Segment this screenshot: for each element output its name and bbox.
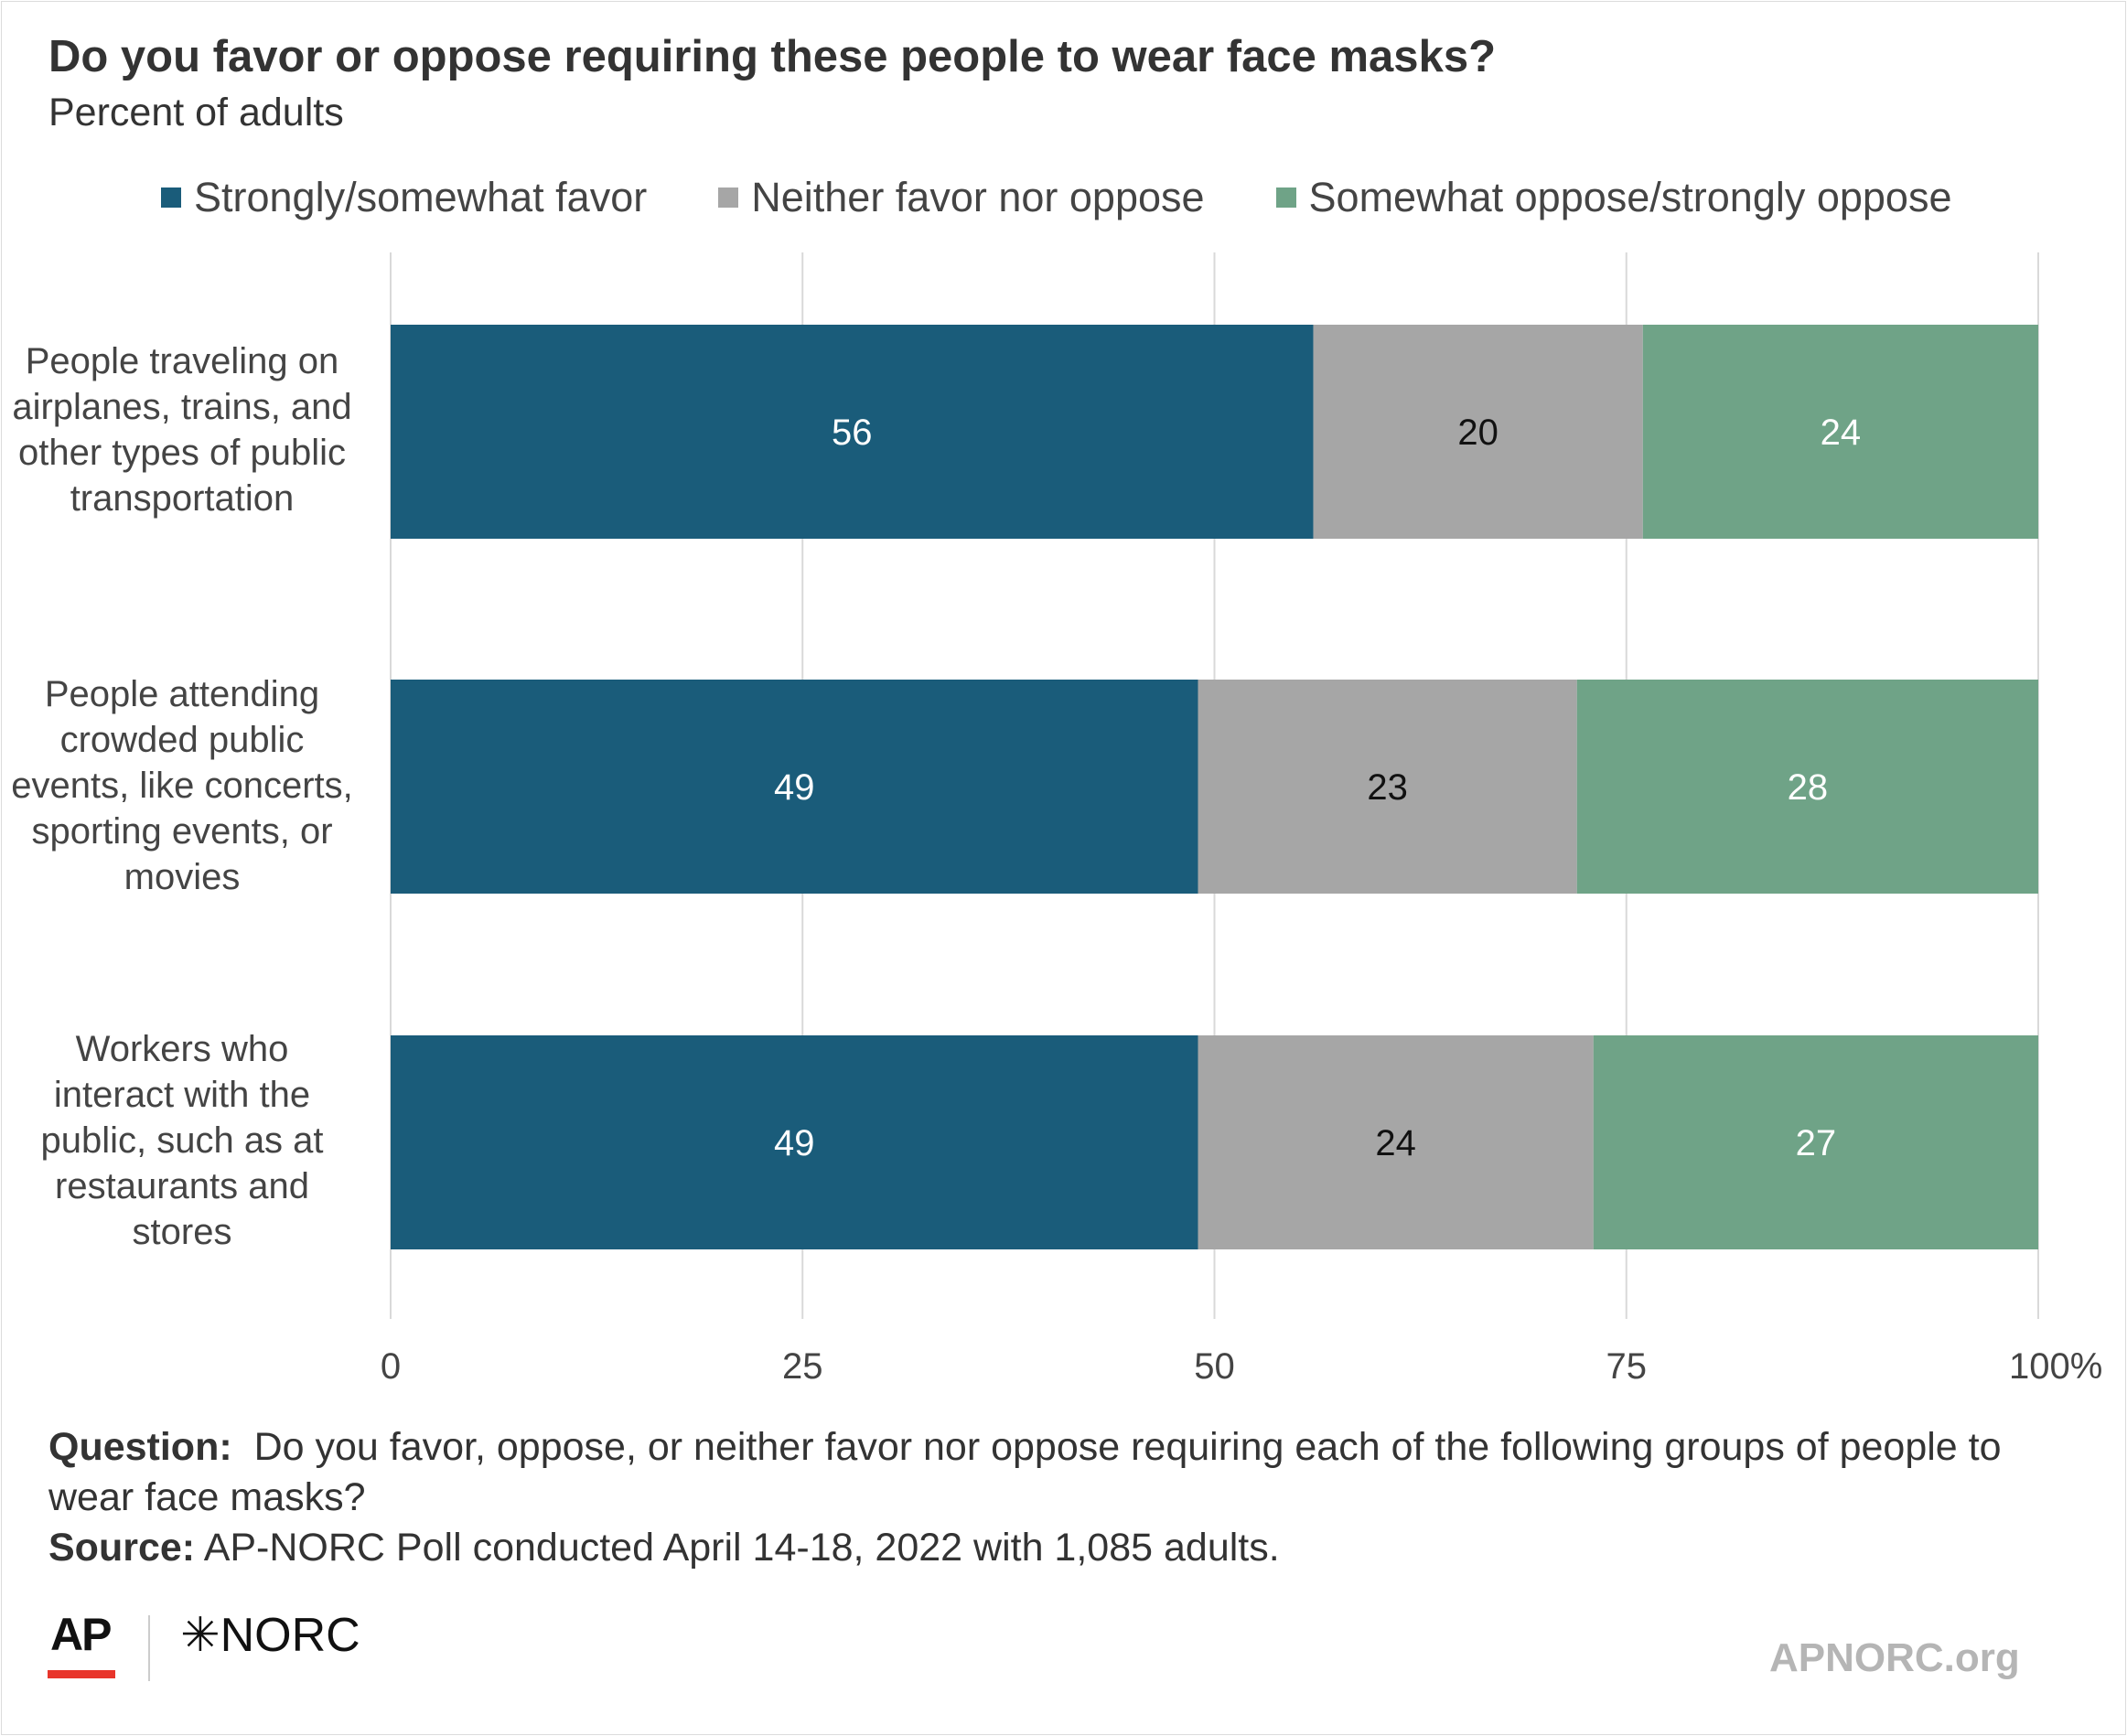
chart-subtitle: Percent of adults <box>48 91 344 134</box>
tick-label: 0 <box>381 1346 401 1387</box>
ap-logo: AP <box>50 1609 112 1660</box>
category-label-workers: Workers who interact with the public, such… <box>4 1017 360 1264</box>
source-label: Source: <box>48 1526 196 1570</box>
legend-label-oppose: Somewhat oppose/strongly oppose <box>1308 174 1952 220</box>
bar-segment <box>1576 680 2038 894</box>
question-text: Do you favor, oppose, or neither favor n… <box>48 1425 2002 1519</box>
legend: Strongly/somewhat favor Neither favor no… <box>161 174 1951 221</box>
chart-title: Do you favor or oppose requiring these p… <box>48 32 1496 81</box>
data-label: 49 <box>774 767 815 808</box>
bar-segment <box>1198 1035 1594 1249</box>
source-note: Source: AP-NORC Poll conducted April 14-… <box>48 1523 1280 1573</box>
ap-logo-underline <box>48 1670 115 1678</box>
legend-label-neither: Neither favor nor oppose <box>751 174 1205 220</box>
bar-segment <box>1198 680 1577 894</box>
tick-label: 100% <box>2009 1346 2102 1387</box>
tick-label: 50 <box>1194 1346 1235 1387</box>
data-label: 20 <box>1457 413 1499 453</box>
question-label: Question: <box>48 1425 232 1469</box>
legend-swatch-neither <box>718 188 739 208</box>
legend-item-oppose: Somewhat oppose/strongly oppose <box>1275 174 1952 221</box>
tick-label: 25 <box>782 1346 823 1387</box>
bar-segment <box>1593 1035 2038 1249</box>
category-label-text: People attending crowded public events, li… <box>11 674 353 897</box>
source-text: AP-NORC Poll conducted April 14-18, 2022… <box>203 1526 1280 1570</box>
site-url: APNORC.org <box>1769 1635 2020 1680</box>
legend-item-favor: Strongly/somewhat favor <box>161 174 647 221</box>
logo-divider <box>148 1615 150 1681</box>
norc-logo: ✳NORC <box>180 1609 360 1662</box>
bar-segment <box>391 1035 1198 1249</box>
category-label-transportation: People traveling on airplanes, trains, an… <box>4 306 360 553</box>
data-label: 28 <box>1788 767 1829 808</box>
data-label: 24 <box>1375 1123 1416 1163</box>
bar-segment <box>1642 325 2038 539</box>
bar-segment <box>391 680 1198 894</box>
tick-label: 75 <box>1606 1346 1648 1387</box>
legend-swatch-oppose <box>1275 188 1296 208</box>
question-note: Question: Do you favor, oppose, or neith… <box>48 1422 2089 1523</box>
bar-segment <box>391 325 1314 539</box>
data-label: 49 <box>774 1123 815 1163</box>
legend-swatch-favor <box>161 188 181 208</box>
stacked-bar-plot: 56 20 24 49 23 28 49 24 27 0 25 50 75 100% <box>381 252 2102 1387</box>
data-label: 27 <box>1796 1123 1837 1163</box>
legend-label-favor: Strongly/somewhat favor <box>194 174 648 220</box>
data-label: 24 <box>1821 413 1862 453</box>
bar-segment <box>1313 325 1643 539</box>
data-label: 23 <box>1367 767 1408 808</box>
legend-item-neither: Neither favor nor oppose <box>718 174 1205 221</box>
category-label-text: People traveling on airplanes, trains, an… <box>12 341 352 519</box>
data-label: 56 <box>832 413 873 453</box>
category-label-text: Workers who interact with the public, such… <box>40 1029 324 1252</box>
category-label-public-events: People attending crowded public events, li… <box>4 662 360 909</box>
